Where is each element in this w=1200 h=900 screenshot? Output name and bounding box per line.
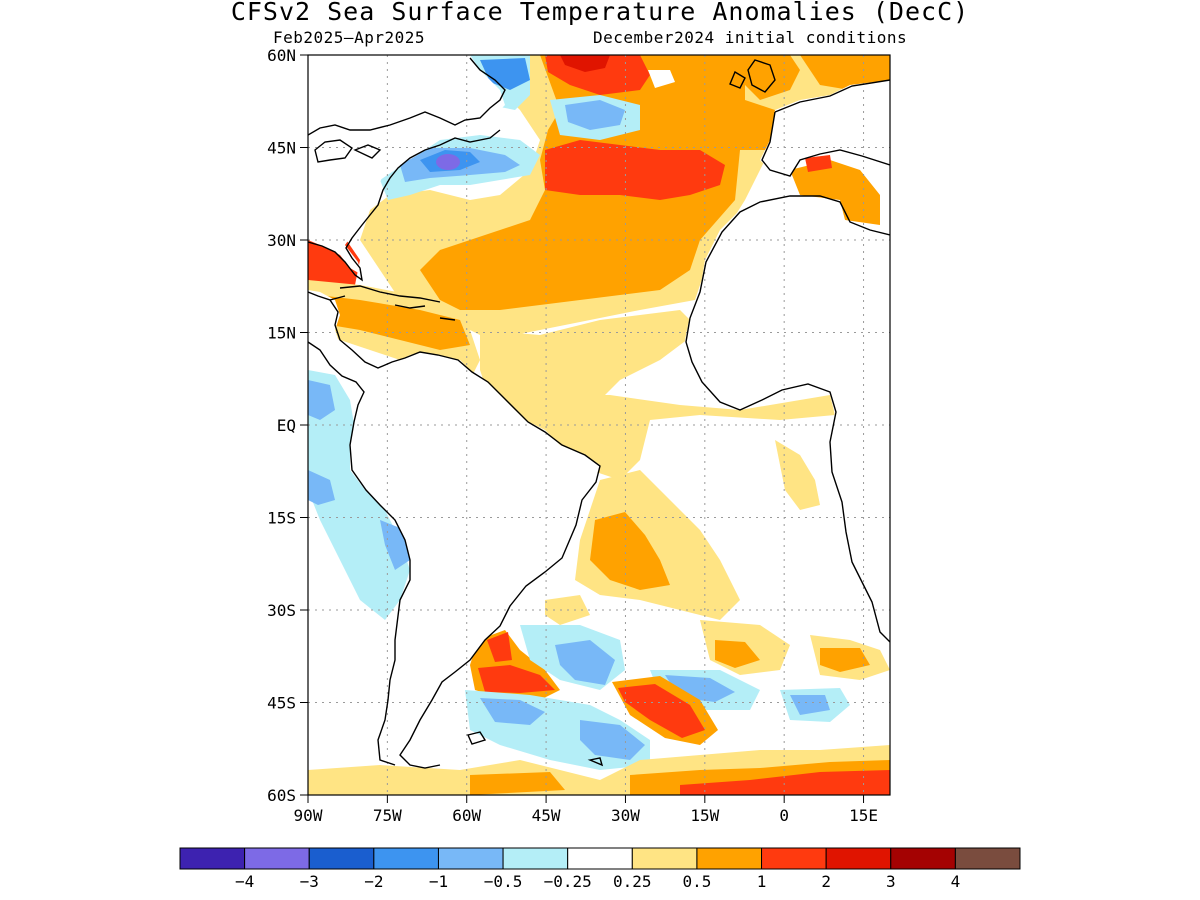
colorbar-swatch: [825, 847, 892, 870]
lat-tick-label: 45S: [267, 694, 296, 713]
longitude-axis: 90W 75W 60W 45W 30W 15W 0 15E: [294, 795, 878, 825]
land-africa: [685, 195, 890, 640]
colorbar-swatch: [437, 847, 504, 870]
colorbar-label: −1: [429, 872, 448, 891]
latitude-axis: 60N 45N 30N 15N EQ 15S 30S 45S 60S: [267, 46, 308, 805]
coast-africa: [685, 195, 890, 643]
lon-tick-label: 75W: [373, 806, 402, 825]
colorbar-label: 1: [757, 872, 767, 891]
colorbar-swatch: [502, 847, 569, 870]
lat-tick-label: 15S: [267, 509, 296, 528]
lat-tick-label: 60N: [267, 46, 296, 65]
colorbar-swatch: [761, 847, 827, 870]
forecast-period: Feb2025–Apr2025: [273, 28, 425, 47]
coast-falklands: [467, 731, 487, 745]
colorbar-label: −4: [235, 872, 254, 891]
coast-british-isles: [729, 59, 776, 93]
colorbar-swatch: [179, 847, 246, 870]
colorbar-label: −0.25: [544, 872, 592, 891]
lat-tick-label: 30S: [267, 601, 296, 620]
lon-tick-label: 15E: [849, 806, 878, 825]
lat-tick-label: 30N: [267, 231, 296, 250]
colorbar-swatch: [308, 847, 375, 870]
chart-title: CFSv2 Sea Surface Temperature Anomalies …: [230, 0, 970, 26]
lon-tick-label: 0: [779, 806, 789, 825]
colorbar-label: 0.25: [613, 872, 652, 891]
colorbar-label: 3: [886, 872, 896, 891]
coastlines: [308, 57, 890, 769]
land-greenland: [450, 55, 470, 62]
anomaly-region-tropical-band: [480, 310, 700, 420]
colorbar-swatch: [954, 847, 1021, 870]
anomaly-region-south-atlantic-warm: [575, 470, 740, 620]
colorbar-swatch: [631, 847, 698, 870]
anomaly-region-pacific-cold: [308, 370, 410, 620]
lon-tick-label: 60W: [452, 806, 481, 825]
coast-caribbean-islands: [329, 285, 456, 321]
colorbar-swatch: [567, 847, 633, 870]
lat-tick-label: 45N: [267, 139, 296, 158]
lon-tick-label: 45W: [532, 806, 561, 825]
lat-tick-label: EQ: [277, 416, 296, 435]
colorbar-swatch: [244, 847, 310, 870]
colorbar-label: 2: [821, 872, 831, 891]
coast-south-georgia: [587, 757, 604, 767]
gridlines: [308, 55, 890, 795]
colorbar-swatch: [890, 847, 956, 870]
colorbar-swatch: [696, 847, 763, 870]
lon-tick-label: 15W: [690, 806, 719, 825]
initial-conditions: December2024 initial conditions: [593, 28, 908, 47]
anomaly-region-north-atlantic-red: [545, 140, 725, 200]
lon-tick-label: 30W: [611, 806, 640, 825]
land-north-america: [308, 55, 505, 275]
lat-tick-label: 60S: [267, 786, 296, 805]
colorbar: −4 −3 −2 −1 −0.5 −0.25 0.25 0.5 1 2 3 4: [179, 847, 1021, 891]
anomaly-cold-core: [436, 154, 460, 170]
land-iberia: [760, 80, 890, 175]
lon-tick-label: 90W: [294, 806, 323, 825]
colorbar-label: −3: [300, 872, 319, 891]
colorbar-swatch: [373, 847, 439, 870]
land-central-america: [308, 290, 600, 765]
colorbar-label: 0.5: [682, 872, 711, 891]
coast-central-america: [308, 291, 601, 769]
anomaly-fields: [308, 55, 890, 795]
lat-tick-label: 15N: [267, 324, 296, 343]
coast-great-lakes: [314, 139, 382, 163]
colorbar-label: −2: [364, 872, 383, 891]
coast-north-america: [308, 57, 506, 282]
coast-iberia-europe: [761, 79, 890, 177]
colorbar-label: 4: [951, 872, 961, 891]
colorbar-label: −0.5: [484, 872, 523, 891]
